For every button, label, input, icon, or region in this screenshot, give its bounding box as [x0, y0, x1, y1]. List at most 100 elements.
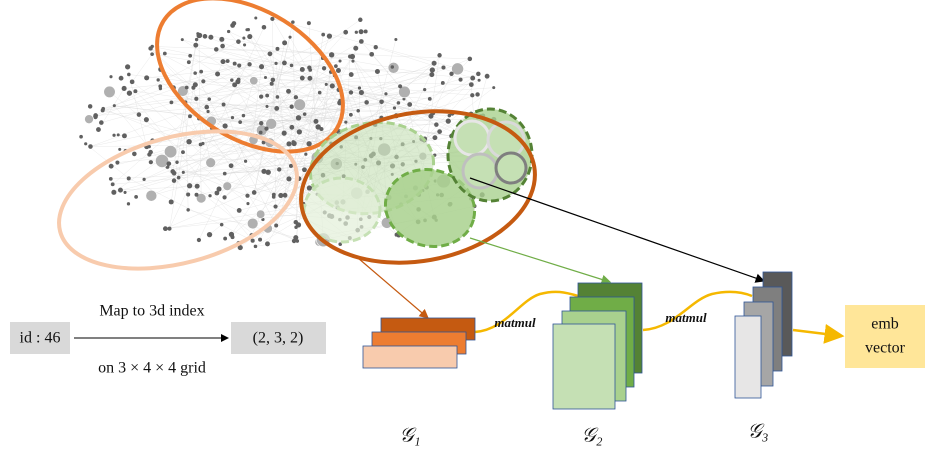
embedding-label: emb	[871, 316, 899, 333]
graph-node	[146, 190, 157, 201]
graph-node	[144, 75, 149, 80]
graph-node	[250, 77, 258, 85]
graph-node	[397, 101, 401, 105]
graph-node	[201, 142, 204, 145]
graph-node	[441, 81, 445, 85]
graph-node	[254, 16, 257, 19]
graph-node	[170, 100, 174, 104]
graph-node	[229, 163, 234, 168]
graph-node	[358, 86, 361, 89]
graph-node	[272, 193, 276, 197]
graph-node	[398, 84, 402, 88]
graph-node	[238, 120, 242, 124]
graph-node	[158, 84, 162, 88]
graph-node	[261, 169, 266, 174]
graph-node	[359, 29, 364, 34]
graph-node	[169, 199, 174, 204]
graph-node	[93, 113, 98, 118]
graph-node	[188, 114, 192, 118]
graph-node	[88, 104, 92, 108]
graph-node	[133, 89, 137, 93]
graph-node	[432, 135, 437, 140]
graph-node	[243, 43, 246, 46]
graph-node	[223, 237, 227, 241]
graph-node	[470, 76, 475, 81]
graph-node	[369, 52, 374, 57]
sub-subcluster	[496, 153, 526, 183]
graph-node	[207, 97, 211, 101]
graph-node	[163, 52, 167, 56]
graph-node	[271, 78, 276, 83]
graph-node	[132, 152, 137, 157]
graph-node	[274, 62, 277, 65]
graph-node	[429, 72, 434, 77]
graph-node	[181, 150, 185, 154]
graph-node	[259, 121, 263, 125]
graph-node	[122, 133, 127, 138]
graph-node	[232, 21, 237, 26]
graph-node	[197, 238, 201, 242]
graph-node	[297, 129, 302, 134]
graph-node	[247, 218, 258, 229]
graph-node	[208, 35, 213, 40]
graph-node	[428, 97, 432, 101]
graph-node	[223, 182, 232, 191]
graph-node	[187, 60, 191, 64]
graph-node	[122, 86, 127, 91]
graph-node	[359, 39, 364, 44]
graph-node	[268, 51, 273, 56]
graph-node	[187, 183, 192, 188]
graph-node	[149, 160, 153, 164]
graph-node	[384, 92, 387, 95]
graph-node	[303, 112, 307, 116]
graph-node	[308, 68, 312, 72]
graph-node	[307, 141, 312, 146]
graph-node	[230, 78, 233, 81]
graph-node	[302, 167, 307, 172]
graph-node	[195, 193, 199, 197]
slice	[363, 346, 457, 368]
graph-node	[325, 83, 328, 86]
graph-node	[188, 54, 192, 58]
graph-node	[88, 144, 93, 149]
graph-node	[265, 94, 269, 98]
graph-node	[111, 190, 116, 195]
graph-node	[199, 70, 203, 74]
graph-node	[148, 46, 152, 50]
graph-node	[208, 194, 211, 197]
graph-node	[119, 76, 124, 81]
graph-node	[195, 38, 198, 41]
graph-node	[327, 33, 332, 38]
graph-node	[163, 226, 168, 231]
graph-node	[111, 182, 115, 186]
graph-edge	[162, 161, 260, 240]
graph-node	[147, 152, 151, 156]
tensor-g3	[735, 272, 792, 398]
sub-subcluster	[455, 121, 489, 155]
graph-node	[157, 78, 160, 81]
graph-node	[349, 72, 354, 77]
graph-node	[434, 122, 438, 126]
graph-node	[247, 28, 250, 31]
graph-node	[170, 169, 175, 174]
graph-node	[227, 30, 230, 33]
graph-node	[459, 78, 463, 82]
graph-node	[214, 47, 219, 52]
graph-node	[407, 102, 412, 107]
graph-node	[247, 34, 252, 39]
graph-node	[485, 74, 490, 79]
graph-node	[344, 121, 347, 124]
arrow	[470, 238, 610, 282]
graph-node	[219, 37, 224, 42]
graph-node	[244, 160, 247, 163]
graph-node	[321, 33, 325, 37]
graph-node	[364, 100, 369, 105]
graph-node	[322, 66, 326, 70]
graph-node	[186, 139, 191, 144]
graph-node	[127, 90, 132, 95]
graph-node	[193, 43, 198, 48]
embedding-label: vector	[865, 340, 906, 357]
graph-node	[296, 115, 301, 120]
graph-node	[237, 208, 242, 213]
graph-node	[276, 95, 280, 99]
